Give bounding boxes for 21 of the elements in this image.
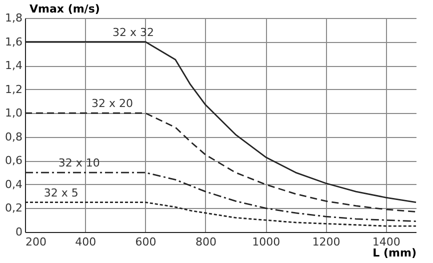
y-tick-label: 1,4 [5,59,22,72]
x-axis-title: L (mm) [372,246,416,260]
x-tick-label: 1000 [252,236,280,248]
x-tick-label: 600 [135,236,156,248]
x-tick-label: 1200 [312,236,340,248]
y-tick-label: 0,2 [5,202,22,215]
annotation: 32 x 5 [44,186,78,200]
y-tick-label: 0,6 [5,154,22,168]
y-tick-label: 1,6 [5,35,22,48]
y-tick-label: 0 [16,226,22,238]
y-tick-label: 0,8 [5,130,22,144]
y-tick-label: 1,8 [5,12,22,24]
x-tick-label: 200 [26,236,46,248]
annotation: 32 x 20 [91,97,133,110]
x-tick-label: 400 [75,236,96,248]
y-tick-label: 1,2 [5,82,22,96]
x-tick-label: 1400 [372,236,400,248]
x-tick-label: 800 [195,236,216,248]
y-axis-title: Vmax (m/s) [30,2,100,16]
y-tick-label: 1,0 [5,106,22,120]
y-tick-label: 0,4 [5,178,22,191]
